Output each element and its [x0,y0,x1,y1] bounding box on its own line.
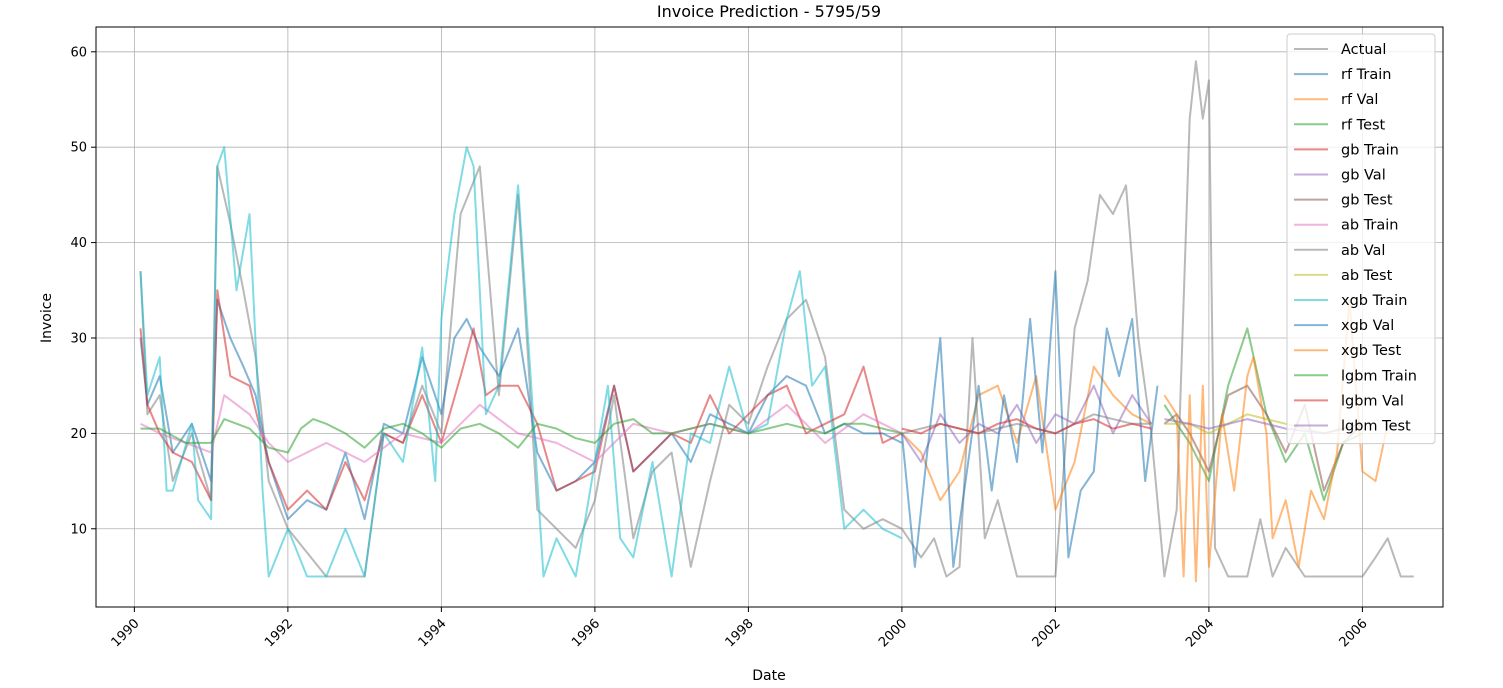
y-tick-label: 40 [70,236,87,251]
plot-area [139,60,1414,583]
legend-label: rf Train [1341,67,1391,83]
legend-label: ab Val [1341,243,1385,259]
grid [96,27,1443,607]
y-tick-label: 30 [70,331,87,346]
legend-box [1286,33,1436,445]
y-tick-label: 60 [70,45,87,60]
x-tick-label: 1998 [723,616,757,650]
y-axis-label: Invoice [39,293,55,343]
legend-label: lgbm Test [1341,419,1411,435]
series-line-gb-train [139,289,903,511]
x-axis-label: Date [752,668,785,684]
series-line-xgb-val [900,270,1159,568]
y-tick-label: 20 [70,427,87,442]
y-tick-label: 10 [70,522,87,537]
series-line-lgbm-val [901,418,1152,435]
x-tick-label: 1994 [416,616,450,650]
legend-label: rf Test [1341,117,1386,133]
legend-label: xgb Val [1341,318,1394,334]
legend-label: lgbm Train [1341,368,1417,384]
legend-label: ab Test [1341,268,1393,284]
series-line-xgb-train [139,146,903,578]
legend-label: Actual [1341,42,1386,58]
series-line-rf-val [901,365,1152,511]
x-tick-label: 1990 [109,616,143,650]
legend: Actual rf Train rf Val rf Test gb Train gb Va… [1286,33,1436,445]
legend-label: xgb Test [1341,343,1401,359]
legend-label: rf Val [1341,92,1378,108]
x-tick-label: 2000 [876,616,910,650]
chart-title: Invoice Prediction - 5795/59 [657,2,881,21]
legend-label: lgbm Val [1341,393,1404,409]
x-tick-label: 1992 [262,616,296,650]
x-tick-label: 2006 [1337,616,1371,650]
series-line-rf-train [139,298,903,521]
y-tick-label: 50 [70,141,87,156]
legend-label: ab Train [1341,218,1399,234]
legend-label: gb Test [1341,193,1393,209]
legend-label: xgb Train [1341,293,1407,309]
legend-label: gb Train [1341,142,1399,158]
x-tick-label: 1996 [569,616,603,650]
x-tick-label: 2002 [1030,616,1064,650]
plot-frame [95,26,1444,608]
series-line-ab-train [140,394,903,463]
series-line-lgbm-train [140,418,903,454]
axis-ticks: 1990 1992 1994 1996 1998 2000 2002 2004 2006 10 20… [70,45,1370,650]
legend-label: gb Val [1341,168,1386,184]
x-tick-label: 2004 [1183,616,1217,650]
